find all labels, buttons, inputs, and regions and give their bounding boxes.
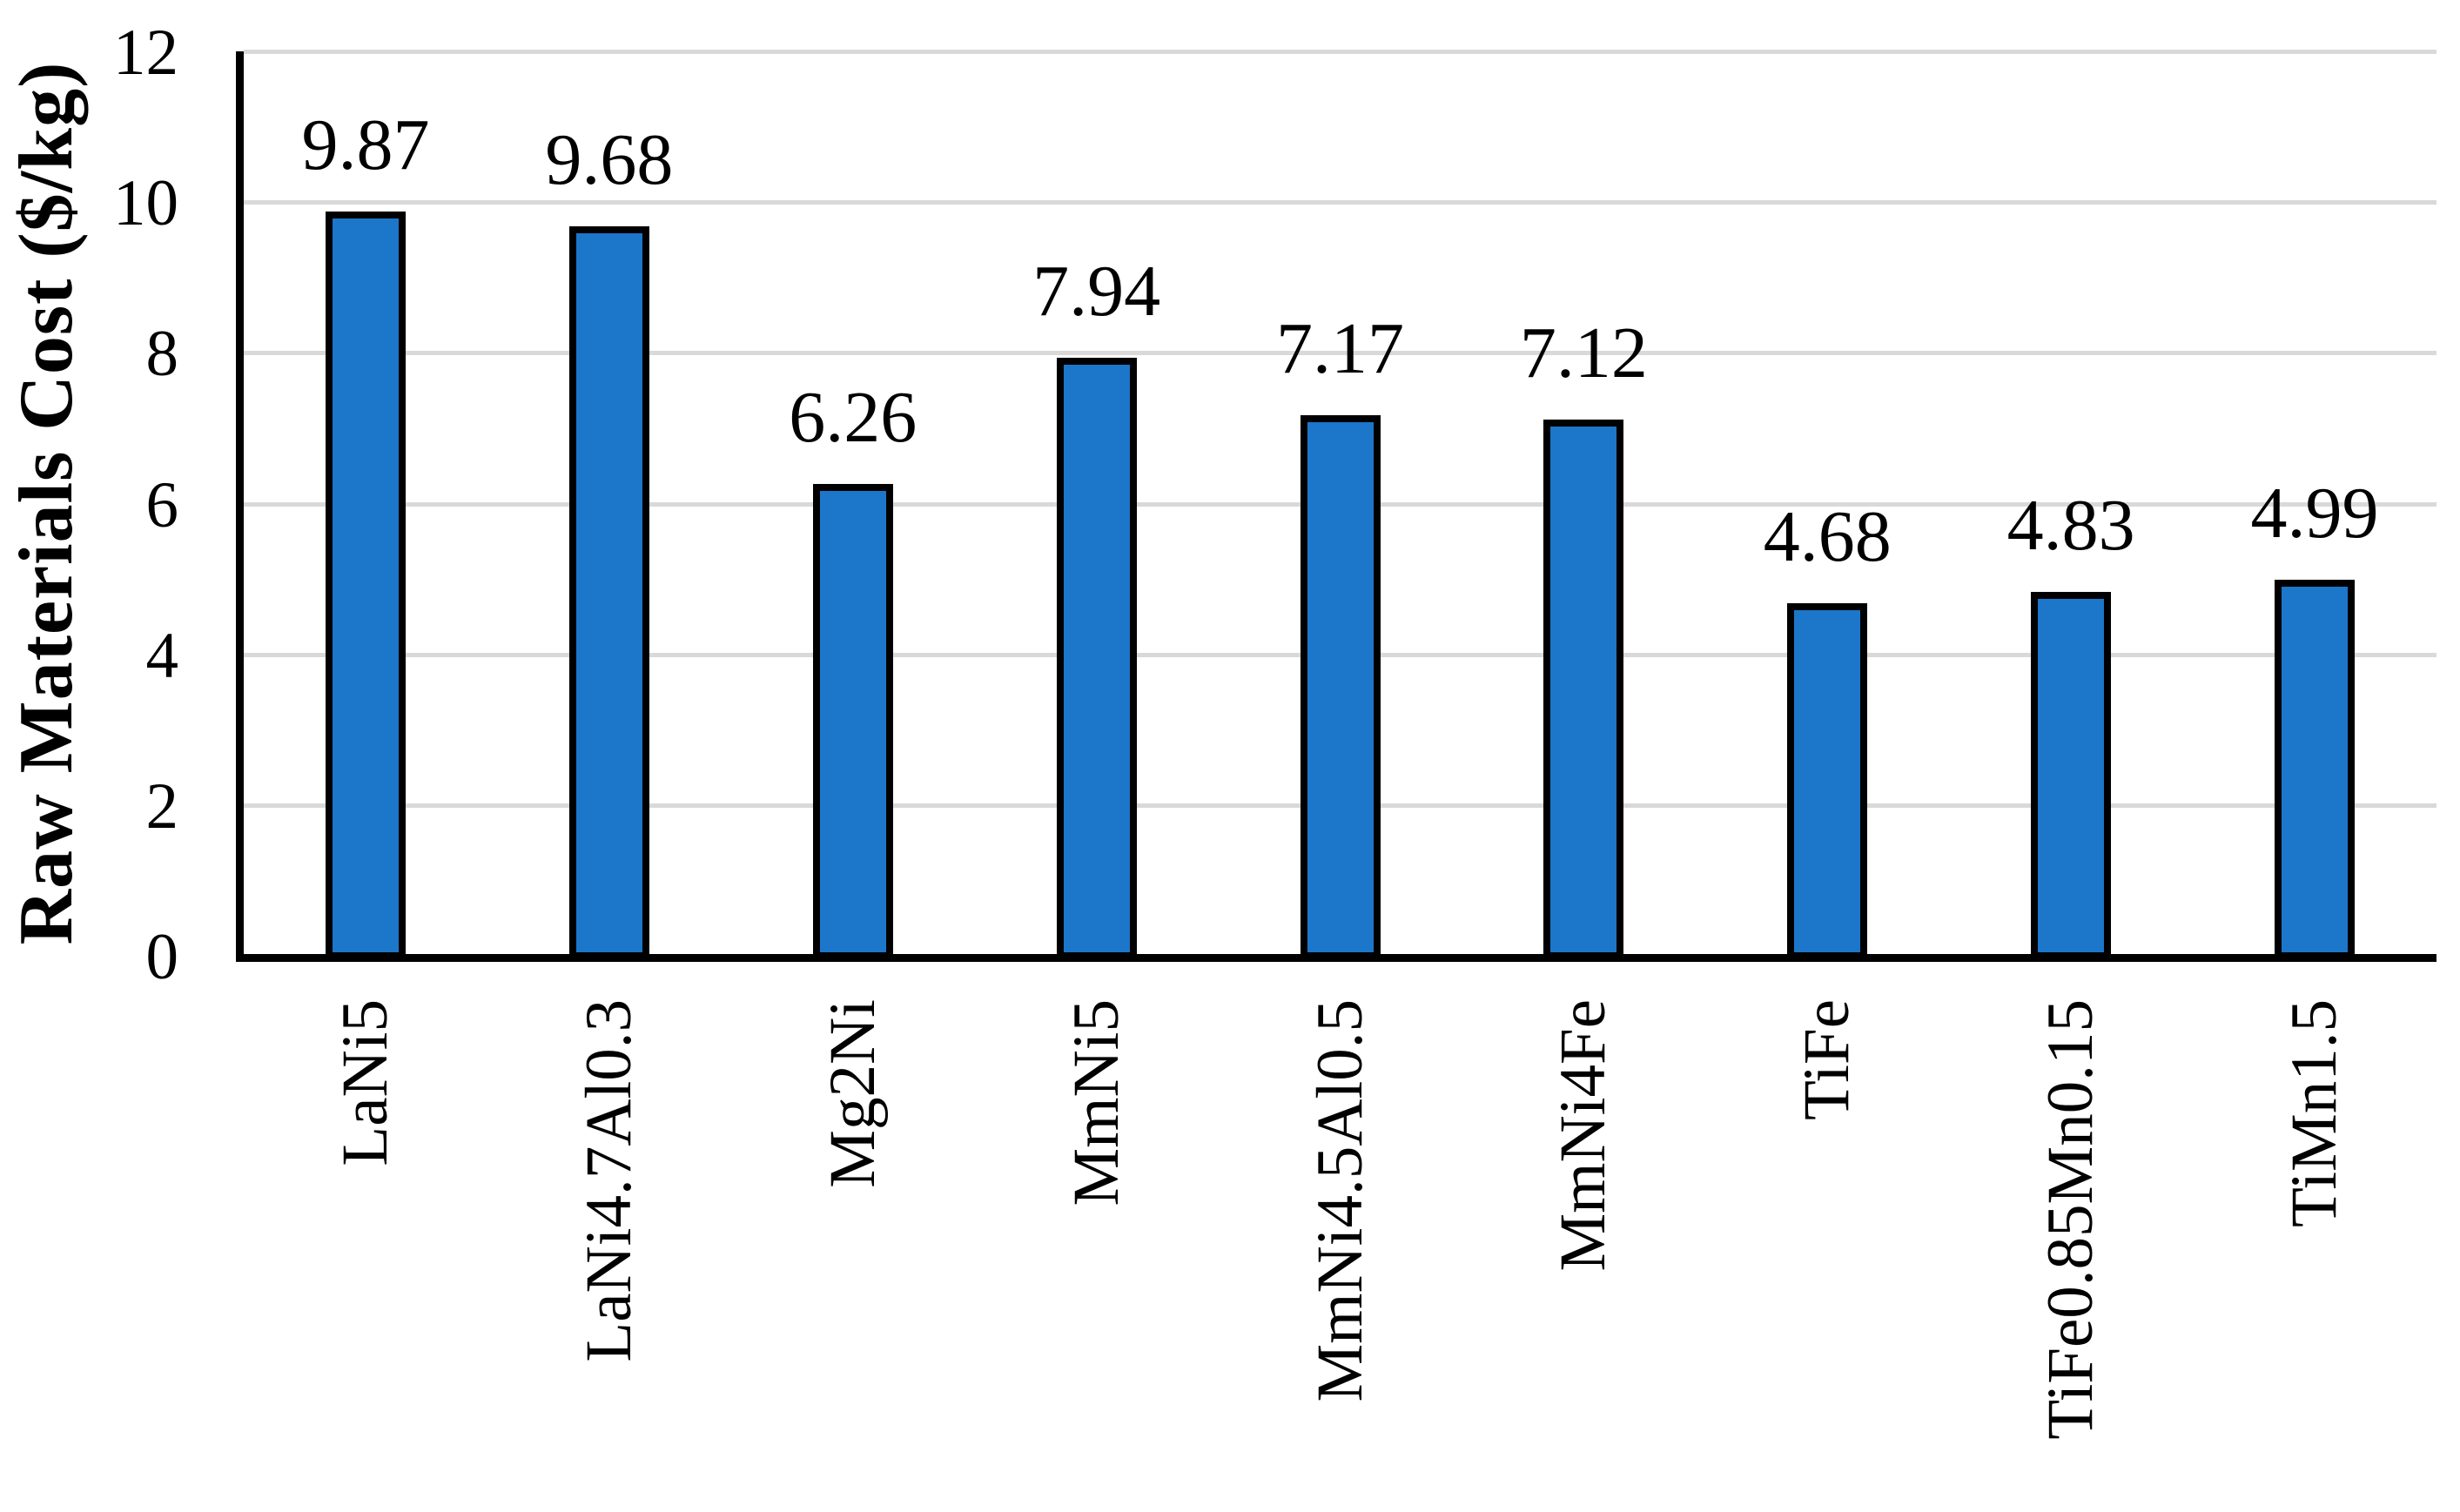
bar [1543,419,1624,959]
gridline [244,50,2436,54]
bar-value-label: 4.99 [2250,472,2379,554]
bar [1300,415,1381,959]
bar-value-label: 7.12 [1519,312,1648,393]
x-category-label: MmNi4.5Al0.5 [1303,999,1376,1402]
bar [812,483,893,959]
bar [1056,357,1137,959]
bar [2031,591,2112,959]
bar [325,212,406,959]
bar [568,225,649,959]
x-category-label: MmNi4Fe [1547,999,1620,1272]
bar-value-label: 4.83 [2006,484,2135,566]
bar [1787,602,1868,959]
x-category-label: LaNi5 [328,999,401,1166]
y-tick-label: 8 [145,318,179,391]
bar-value-label: 4.68 [1763,495,1892,577]
x-axis-line [236,954,2436,962]
gridline [244,200,2436,205]
bar-value-label: 6.26 [789,376,917,458]
y-tick-label: 12 [113,17,178,89]
y-tick-label: 2 [145,769,179,843]
gridline [244,351,2436,356]
bar [2275,579,2356,959]
y-tick-label: 10 [113,167,178,240]
x-category-label: LaNi4.7Al0.3 [572,999,645,1362]
y-tick-label: 4 [145,619,179,692]
bar-value-label: 9.68 [545,118,674,200]
x-category-label: Mg2Ni [816,999,889,1188]
y-tick-label: 6 [145,468,179,541]
x-category-label: TiMn1.5 [2278,999,2351,1227]
y-tick-label: 0 [145,921,179,993]
y-axis-title: Raw Materials Cost ($/kg) [4,61,89,945]
bar-value-label: 7.17 [1276,308,1404,390]
bar-value-label: 7.94 [1032,250,1161,332]
bar-value-label: 9.87 [301,104,430,186]
x-category-label: MmNi5 [1059,999,1133,1206]
x-category-label: TiFe0.85Mn0.15 [2034,999,2107,1440]
x-category-label: TiFe [1791,999,1864,1121]
y-axis-line [236,51,244,962]
